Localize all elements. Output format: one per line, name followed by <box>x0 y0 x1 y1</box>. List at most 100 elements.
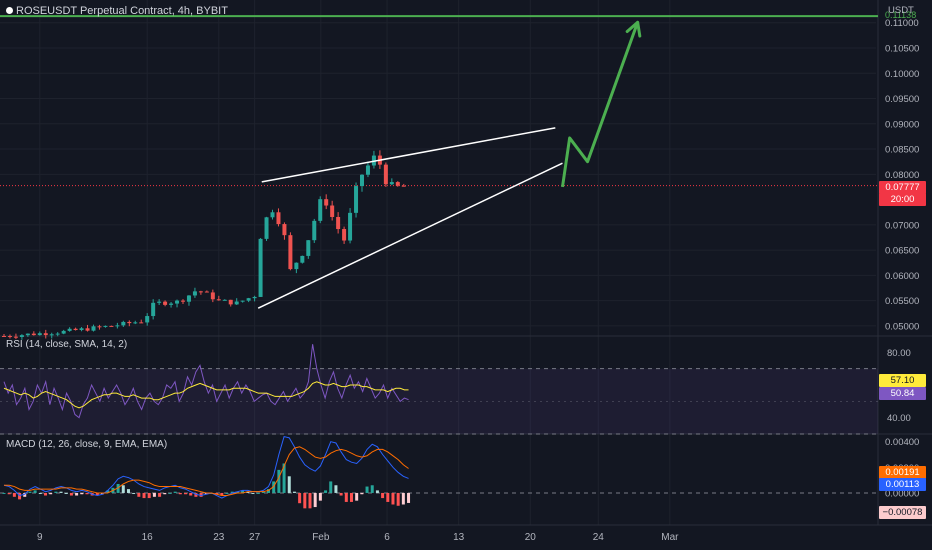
macd-histogram-bar <box>375 490 379 493</box>
time-axis-tick-label: 9 <box>37 532 43 543</box>
time-axis-tick-label: 6 <box>384 532 390 543</box>
macd-histogram-bar <box>365 486 369 493</box>
candle-body <box>186 295 191 302</box>
candle-body <box>294 262 299 270</box>
candle-body <box>365 165 370 175</box>
macd-histogram-bar <box>168 492 172 494</box>
candle-body <box>288 235 293 270</box>
candle-body <box>360 174 364 187</box>
candle-body <box>270 212 275 218</box>
rsi-sma-tag: 57.10 <box>879 374 926 387</box>
candle-body <box>348 212 353 241</box>
wedge-lower-trendline[interactable] <box>257 162 563 309</box>
symbol-dot <box>6 7 13 14</box>
macd-histogram-bar <box>282 463 286 493</box>
candle-body <box>336 216 341 230</box>
macd-histogram-bar <box>64 492 68 494</box>
rsi-axis-tick-label: 80.00 <box>887 348 911 359</box>
macd-panel-label[interactable]: MACD (12, 26, close, 9, EMA, EMA) <box>6 439 168 450</box>
time-axis-tick-label: 13 <box>453 532 465 543</box>
macd-histogram-bar <box>215 492 219 495</box>
macd-histogram-bar <box>49 492 53 495</box>
macd-histogram-bar <box>349 492 353 502</box>
projection-path[interactable] <box>560 21 640 188</box>
price-axis-tick-label: 0.09500 <box>885 94 919 105</box>
candle-body <box>85 328 90 331</box>
macd-histogram-bar <box>95 492 99 496</box>
price-axis-tick-label: 0.09000 <box>885 119 919 130</box>
price-axis-tick-label: 0.10500 <box>885 44 919 55</box>
candle-body <box>61 330 66 334</box>
candle-body <box>264 217 269 239</box>
candle-body <box>127 321 132 324</box>
macd-histogram-bar <box>2 492 6 494</box>
macd-histogram-bar <box>391 492 395 505</box>
candle-body <box>139 322 144 324</box>
candle-body <box>163 301 168 305</box>
macd-histogram-bar <box>246 491 250 493</box>
price-axis-tick-label: 0.08500 <box>885 145 919 156</box>
macd-histogram-bar <box>267 489 271 493</box>
macd-histogram-bar <box>132 492 136 494</box>
candle-body <box>91 326 96 331</box>
candle-body <box>97 326 102 328</box>
time-axis-tick-label: 24 <box>593 532 605 543</box>
macd-histogram-bar <box>339 492 343 496</box>
candle-body <box>151 302 156 317</box>
macd-signal-line <box>4 446 409 497</box>
candle-body <box>121 321 126 326</box>
candle-body <box>318 199 323 221</box>
macd-histogram-bar <box>178 492 182 495</box>
price-axis-tick-label: 0.05000 <box>885 321 919 332</box>
chart-title: ROSEUSDT Perpetual Contract, 4h, BYBIT <box>6 5 228 17</box>
macd-histogram-bar <box>256 492 260 494</box>
macd-histogram-bar <box>230 491 234 493</box>
candle-body <box>282 224 287 236</box>
macd-histogram-bar <box>59 491 63 493</box>
candle-body <box>175 300 180 304</box>
macd-histogram-bar <box>126 489 130 493</box>
macd-line <box>3 435 409 499</box>
candle-body <box>73 328 78 331</box>
candle-body <box>13 336 18 338</box>
macd-histogram-bar <box>85 492 89 495</box>
macd-histogram-bar <box>251 492 255 494</box>
macd-histogram-bar <box>220 492 224 496</box>
candle-body <box>19 335 24 338</box>
last-price-tag: 0.07777 <box>879 181 926 194</box>
macd-histogram-bar <box>303 492 307 509</box>
macd-histogram-bar <box>38 492 42 494</box>
candle-body <box>109 325 114 327</box>
price-axis-tick-label: 0.10000 <box>885 69 919 80</box>
time-axis-tick-label: Mar <box>661 532 679 543</box>
wedge-upper-trendline[interactable] <box>261 127 556 183</box>
candle-body <box>401 185 406 187</box>
time-axis-tick-label: 16 <box>142 532 154 543</box>
candle-body <box>210 292 215 300</box>
macd-histogram-bar <box>324 490 328 493</box>
macd-histogram-bar <box>292 491 296 493</box>
candle-body <box>25 333 30 336</box>
target-price-label: 0.11138 <box>885 10 916 20</box>
candle-body <box>240 300 245 302</box>
macd-histogram-bar <box>287 476 291 493</box>
rsi-panel-label[interactable]: RSI (14, close, SMA, 14, 2) <box>6 339 128 350</box>
candle-body <box>306 240 311 256</box>
macd-histogram-bar <box>69 492 73 496</box>
macd-histogram-bar <box>313 492 317 508</box>
price-axis-tick-label: 0.06500 <box>885 246 919 257</box>
candle-body <box>222 299 227 301</box>
macd-histogram-bar <box>158 492 162 497</box>
candle-body <box>79 328 84 331</box>
macd-histogram-bar <box>12 492 16 497</box>
macd-histogram-bar <box>386 492 390 502</box>
time-axis-tick-label: Feb <box>312 532 330 543</box>
candle-body <box>157 301 162 303</box>
macd-histogram-bar <box>101 492 105 495</box>
candle-body <box>228 299 233 305</box>
candle-body <box>204 291 209 293</box>
macd-histogram-bar <box>7 492 11 495</box>
candle-body <box>198 291 203 293</box>
macd-histogram-bar <box>308 492 312 509</box>
